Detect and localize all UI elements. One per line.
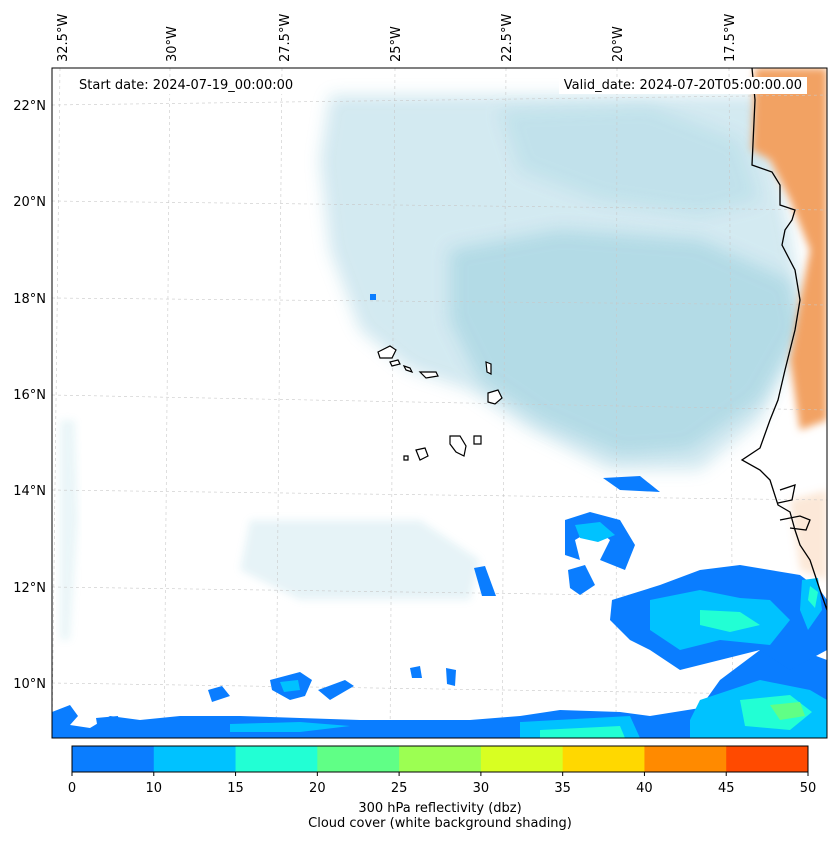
map-frame [51,67,828,739]
cape-verde-islands [377,345,503,461]
colorbar-segment [153,746,237,772]
colorbar-segment [562,746,645,772]
reflectivity-blob [474,566,496,596]
colorbar-title: 300 hPa reflectivity (dbz) Cloud cover (… [72,801,808,831]
island-brava [403,455,409,461]
latitude-label: 20°N [13,195,46,210]
longitude-labels: 32.5°W 30°W 27.5°W 25°W 22.5°W 20°W 17.5°W [56,14,738,62]
reflectivity-blob [280,680,300,692]
colorbar: 0 10 15 20 25 30 35 40 45 50 [68,745,817,796]
reflectivity-blob [770,702,805,720]
colorbar-segment [480,746,564,772]
meridian-line [275,68,283,738]
colorbar-tick-label: 40 [636,781,653,796]
colorbar-tick-label: 30 [473,781,490,796]
colorbar-tick-label: 20 [309,781,326,796]
island-santa-luzia [402,364,414,374]
meridian-line [52,68,61,738]
longitude-label: 32.5°W [56,14,71,62]
island-fogo [415,447,429,461]
reflectivity-blob [446,668,456,686]
africa-land-shading [752,68,827,580]
colorbar-segment [72,746,155,772]
reflectivity-blob [568,565,595,595]
latitude-label: 22°N [13,99,46,114]
island-sao-vicente [389,359,401,367]
meridian-line [163,68,171,738]
colorbar-tick-label: 25 [391,781,408,796]
colorbar-segment [317,746,400,772]
latitude-label: 10°N [13,677,46,692]
island-santo-antao [377,345,397,359]
longitude-label: 17.5°W [723,14,738,62]
latitude-label: 14°N [13,484,46,499]
reflectivity-blob [808,586,818,608]
colorbar-segment [726,746,809,772]
latitude-label: 12°N [13,581,46,596]
colorbar-segment [235,746,318,772]
reflectivity-blob [230,722,350,732]
cloud-cover-shading [60,95,805,640]
latitude-label: 16°N [13,388,46,403]
longitude-label: 30°W [165,26,180,62]
reflectivity-blob [603,476,660,492]
africa-coastline [740,68,827,611]
island-boa-vista [487,389,503,405]
reflectivity-blob [575,522,615,542]
reflectivity-blob [208,686,230,702]
island-sal [485,361,492,375]
africa-coastline-inner [777,484,796,504]
longitude-label: 22.5°W [500,14,515,62]
colorbar-segment [644,746,727,772]
colorbar-label-line2: Cloud cover (white background shading) [308,816,572,831]
africa-coastline-inner [779,515,811,531]
reflectivity-blob [96,716,120,730]
island-sao-nicolau [418,371,439,379]
reflectivity-blob [370,294,376,300]
colorbar-tick-label: 45 [718,781,735,796]
longitude-label: 27.5°W [278,14,293,62]
colorbar-tick-label: 50 [800,781,817,796]
colorbar-tick-label: 15 [227,781,244,796]
reflectivity-blob [410,666,422,678]
longitude-label: 25°W [389,26,404,62]
longitude-label: 20°W [611,26,626,62]
reflectivity-blob [540,726,625,738]
colorbar-frame [71,745,809,773]
colorbar-tick-label: 0 [68,781,76,796]
island-santiago [449,435,467,457]
colorbar-label-line1: 300 hPa reflectivity (dbz) [358,801,522,816]
reflectivity-blob [700,610,760,632]
meridian-line [389,68,396,738]
latitude-labels: 22°N 20°N 18°N 16°N 14°N 12°N 10°N [13,99,46,692]
colorbar-tick-label: 35 [554,781,571,796]
reflectivity-blob [52,650,827,738]
meridian-line [501,68,507,738]
valid-date-label: Valid_date: 2024-07-20T05:00:00.00 [558,77,807,94]
colorbar-segment [399,746,482,772]
latitude-label: 18°N [13,292,46,307]
island-maio [473,435,482,445]
meridian-line [615,68,618,738]
coastlines [740,68,827,611]
colorbar-tick-label: 10 [146,781,163,796]
reflectivity-contours [52,294,827,738]
start-date-label: Start date: 2024-07-19_00:00:00 [74,77,299,94]
reflectivity-blob [318,680,354,700]
